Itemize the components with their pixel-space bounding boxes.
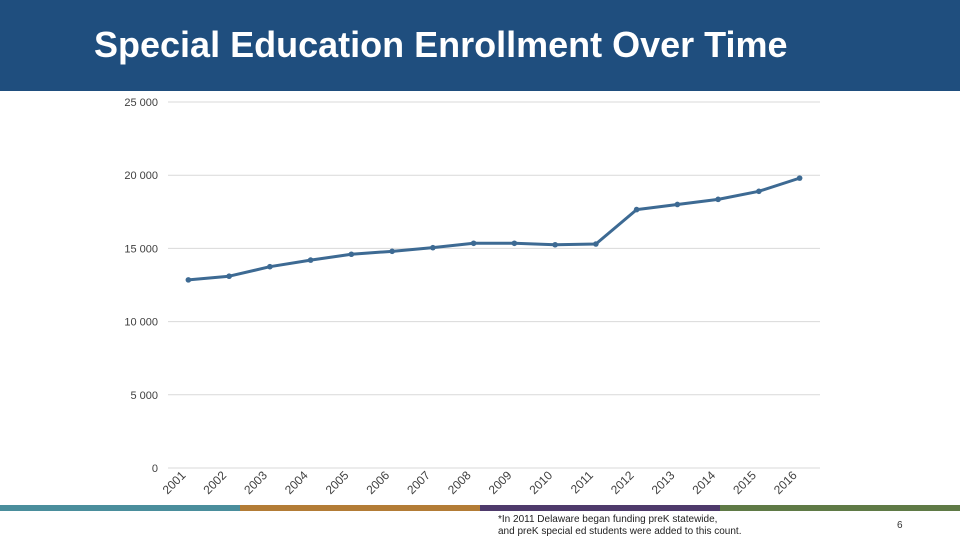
x-tick-label: 2010 — [526, 468, 555, 497]
x-tick-label: 2013 — [649, 468, 678, 497]
series-line — [188, 176, 801, 282]
y-tick-label: 15 000 — [124, 243, 158, 255]
x-tick-label: 2015 — [730, 468, 759, 497]
data-point — [674, 201, 681, 208]
x-axis-tick-labels: 2001 2002 2003 2004 2005 2006 2007 2008 2009 2010… — [160, 468, 800, 497]
y-tick-label: 0 — [152, 463, 158, 475]
data-point — [796, 175, 803, 181]
title-bar — [0, 0, 960, 91]
data-point — [756, 188, 762, 195]
data-point — [511, 240, 518, 247]
footer-stripe-amber — [240, 505, 480, 511]
x-tick-label: 2014 — [689, 468, 718, 497]
data-point — [348, 251, 355, 258]
footer-stripe-green — [720, 505, 960, 511]
x-tick-label: 2002 — [200, 468, 229, 497]
data-point — [185, 277, 192, 283]
y-tick-label: 5 000 — [130, 390, 158, 402]
data-point — [593, 241, 599, 247]
x-tick-label: 2005 — [323, 468, 352, 497]
x-tick-label: 2012 — [608, 468, 637, 497]
page-title: Special Education Enrollment Over Time — [94, 24, 788, 65]
data-point — [226, 273, 232, 280]
data-point — [267, 263, 273, 270]
data-point — [470, 240, 477, 247]
footnote-line-1: *In 2011 Delaware began funding preK sta… — [498, 514, 718, 525]
data-point — [307, 257, 314, 263]
x-tick-label: 2004 — [282, 468, 311, 497]
x-tick-label: 2001 — [160, 468, 189, 497]
x-tick-label: 2009 — [486, 468, 515, 497]
footnote: *In 2011 Delaware began funding preK sta… — [498, 514, 798, 538]
data-point — [389, 248, 395, 255]
y-tick-label: 20 000 — [124, 170, 158, 182]
page-number: 6 — [897, 520, 903, 531]
x-tick-label: 2003 — [241, 468, 270, 497]
x-tick-label: 2006 — [363, 468, 392, 497]
data-point — [552, 241, 558, 248]
data-point — [633, 206, 640, 213]
footer-stripe-purple — [480, 505, 720, 511]
x-tick-label: 2016 — [771, 468, 800, 497]
y-tick-label: 10 000 — [124, 317, 158, 329]
gridlines — [168, 101, 820, 469]
footer-stripe-teal — [0, 505, 240, 511]
footnote-line-2: and preK special ed students were added … — [498, 526, 742, 537]
x-tick-label: 2008 — [445, 468, 474, 497]
y-axis-tick-labels: 0 5 000 10 000 15 000 20 000 25 000 — [124, 97, 158, 475]
y-tick-label: 25 000 — [124, 97, 158, 109]
x-tick-label: 2011 — [568, 468, 596, 496]
data-point — [715, 196, 721, 203]
x-tick-label: 2007 — [404, 468, 433, 497]
series-layer — [185, 175, 803, 283]
data-point — [430, 244, 436, 251]
